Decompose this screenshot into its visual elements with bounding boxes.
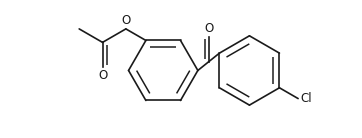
Text: O: O — [121, 14, 130, 27]
Text: Cl: Cl — [300, 92, 312, 105]
Text: O: O — [204, 22, 213, 35]
Text: O: O — [98, 69, 107, 82]
